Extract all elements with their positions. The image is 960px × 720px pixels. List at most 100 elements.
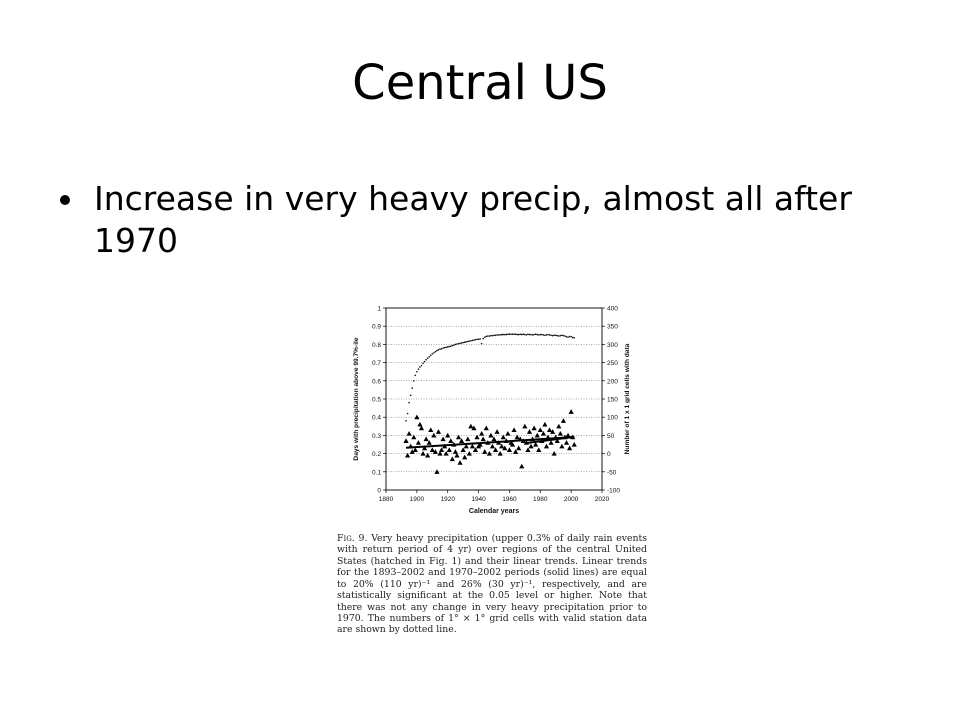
y2-tick-label: 150 [607, 397, 618, 404]
precip-day-point [428, 427, 434, 433]
precip-day-point [429, 447, 435, 453]
precip-day-point [449, 456, 455, 462]
precipitation-chart: 0 0.1 0.2 0.3 0.4 0.5 0.6 0.7 0.8 0.9 1 -100 -50 0 50 1… [353, 306, 630, 516]
grid-cell-count-point [562, 334, 565, 337]
grid-cell-count-point [442, 347, 444, 349]
grid-cell-count-point [488, 335, 491, 337]
grid-cell-count-point [541, 333, 543, 336]
precip-day-point [567, 445, 573, 451]
grid-cell-count-point [422, 362, 424, 365]
precip-day-point [548, 440, 554, 445]
precip-day-point [469, 443, 475, 449]
grid-cell-count-point [426, 357, 429, 360]
grid-cell-count-point [433, 351, 435, 354]
grid-cell-count-point [408, 401, 410, 404]
grid-cell-count-point [487, 335, 489, 337]
precip-day-point [486, 451, 492, 456]
precip-day-point [432, 449, 438, 454]
precip-day-point [533, 441, 539, 447]
precip-day-point [483, 425, 489, 431]
precip-day-point [421, 445, 428, 451]
grid-cell-count-point [456, 343, 458, 345]
precip-day-point [509, 441, 516, 447]
grid-cell-count-point [423, 360, 426, 363]
x-tick-label: 2000 [564, 496, 579, 503]
grid-cell-count-point [528, 333, 531, 336]
grid-cell-count-point [450, 345, 452, 348]
precip-day-point [465, 436, 471, 442]
precip-day-point [405, 452, 411, 458]
x-axis-label: Calendar years [469, 508, 519, 515]
grid-cell-count-point [508, 333, 511, 336]
precip-day-point [443, 451, 449, 456]
grid-cell-count-point [437, 349, 440, 351]
grid-cell-count-point [462, 341, 464, 344]
grid-cell-count-point [431, 353, 434, 355]
precip-day-point [471, 425, 477, 431]
grid-cell-count-point [504, 333, 506, 336]
grid-cell-count-point [417, 368, 420, 370]
precip-day-point [497, 451, 503, 456]
y-tick-label: 0.7 [372, 360, 381, 367]
grid-cell-count-point [499, 334, 501, 336]
grid-cell-count-point [517, 333, 520, 336]
precip-day-point [546, 427, 553, 433]
precip-day-point [438, 447, 445, 453]
precip-day-point [534, 432, 540, 438]
grid-cell-count-point [524, 333, 526, 336]
grid-cell-count-point [547, 333, 549, 336]
grid-cell-count-point [561, 334, 563, 337]
y2-tick-label: 50 [607, 433, 615, 440]
grid-cell-count-point [412, 380, 415, 382]
precip-day-point [550, 429, 556, 434]
y-tick-label: 0 [377, 488, 381, 495]
grid-cell-count-point [530, 333, 532, 336]
grid-cell-count-point [525, 334, 528, 336]
precip-day-point [418, 425, 425, 431]
grid-cell-count-point [409, 394, 412, 397]
precip-day-point [468, 423, 474, 429]
grid-cell-count-point [454, 343, 457, 346]
grid-cell-count-point [516, 333, 518, 336]
grid-cell-count-point [445, 346, 447, 349]
grid-cell-count-point [551, 334, 554, 337]
y-tick-label: 0.1 [372, 469, 381, 476]
grid-cell-count-point [480, 342, 483, 345]
precip-day-point [435, 429, 442, 434]
precip-day-point [477, 441, 483, 447]
x-tick-label: 1980 [533, 496, 548, 503]
grid-cell-count-point [507, 333, 509, 336]
grid-cell-count-point [490, 334, 492, 337]
precip-day-point [556, 423, 562, 429]
precip-day-point [434, 469, 440, 474]
y-tick-label: 0.5 [372, 397, 381, 404]
grid-cell-count-point [494, 334, 497, 337]
plot-frame [385, 307, 603, 491]
grid-cell-count-point [514, 333, 517, 336]
grid-cell-count-point [533, 333, 535, 336]
precip-day-point [445, 432, 451, 438]
y2-tick-label: 400 [607, 306, 618, 313]
precip-day-point [440, 436, 446, 442]
grid-cell-count-point [545, 334, 548, 336]
grid-cell-count-point [453, 344, 455, 346]
grid-cell-count-point [470, 339, 472, 342]
grid-cell-count-point [564, 335, 566, 337]
precip-day-point [455, 434, 462, 440]
grid-cell-count-point [406, 412, 409, 415]
grid-cell-count-point [550, 334, 552, 337]
grid-cell-count-point [434, 350, 437, 353]
precip-day-point [513, 449, 519, 454]
precip-day-point [525, 447, 531, 453]
grid-cell-count-point [513, 333, 515, 336]
precip-day-point [492, 447, 499, 453]
precip-day-point [519, 463, 525, 469]
precip-day-point [563, 440, 570, 445]
trend-line [524, 435, 575, 445]
caption-text: Very heavy precipitation (upper 0.3% of … [337, 533, 647, 636]
y2-tick-label: 100 [607, 415, 618, 422]
bullet-dot-icon [60, 195, 70, 205]
grid-cell-count-point [459, 342, 461, 345]
grid-cell-count-point [502, 333, 505, 336]
grid-cell-count-point [497, 334, 500, 336]
